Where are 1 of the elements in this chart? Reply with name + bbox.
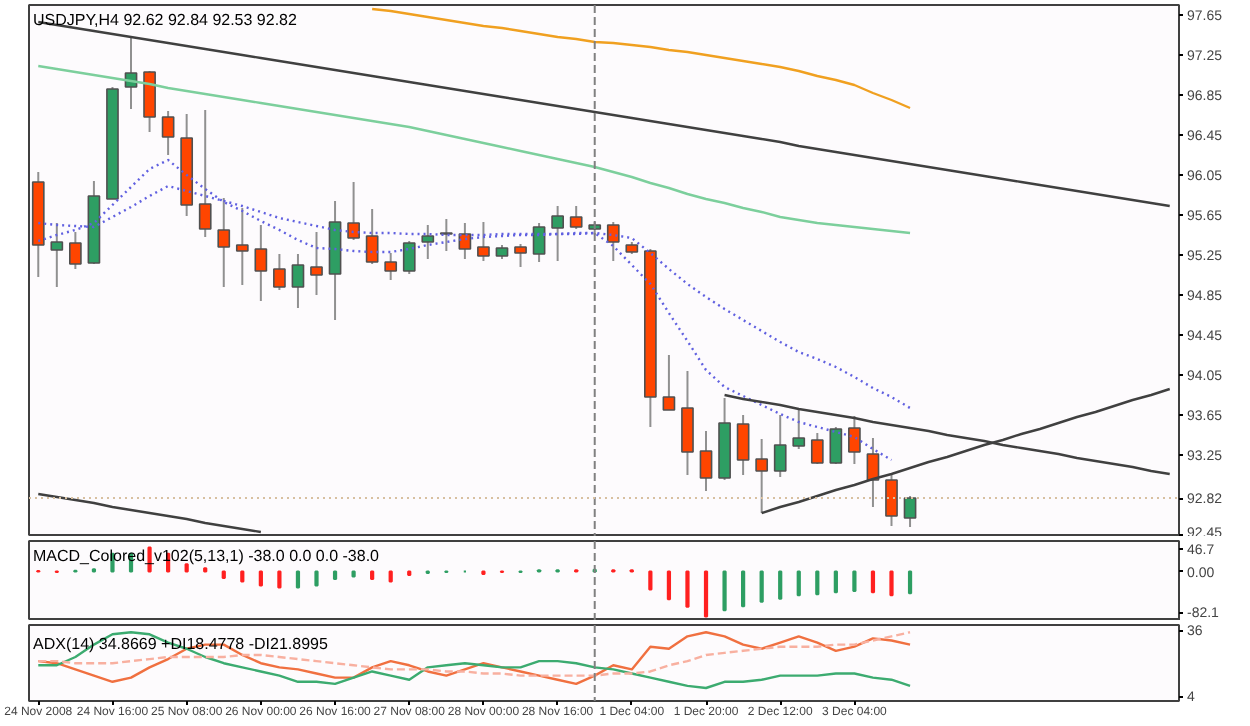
chart-title: USDJPY,H4 92.62 92.84 92.53 92.82 xyxy=(33,11,298,29)
